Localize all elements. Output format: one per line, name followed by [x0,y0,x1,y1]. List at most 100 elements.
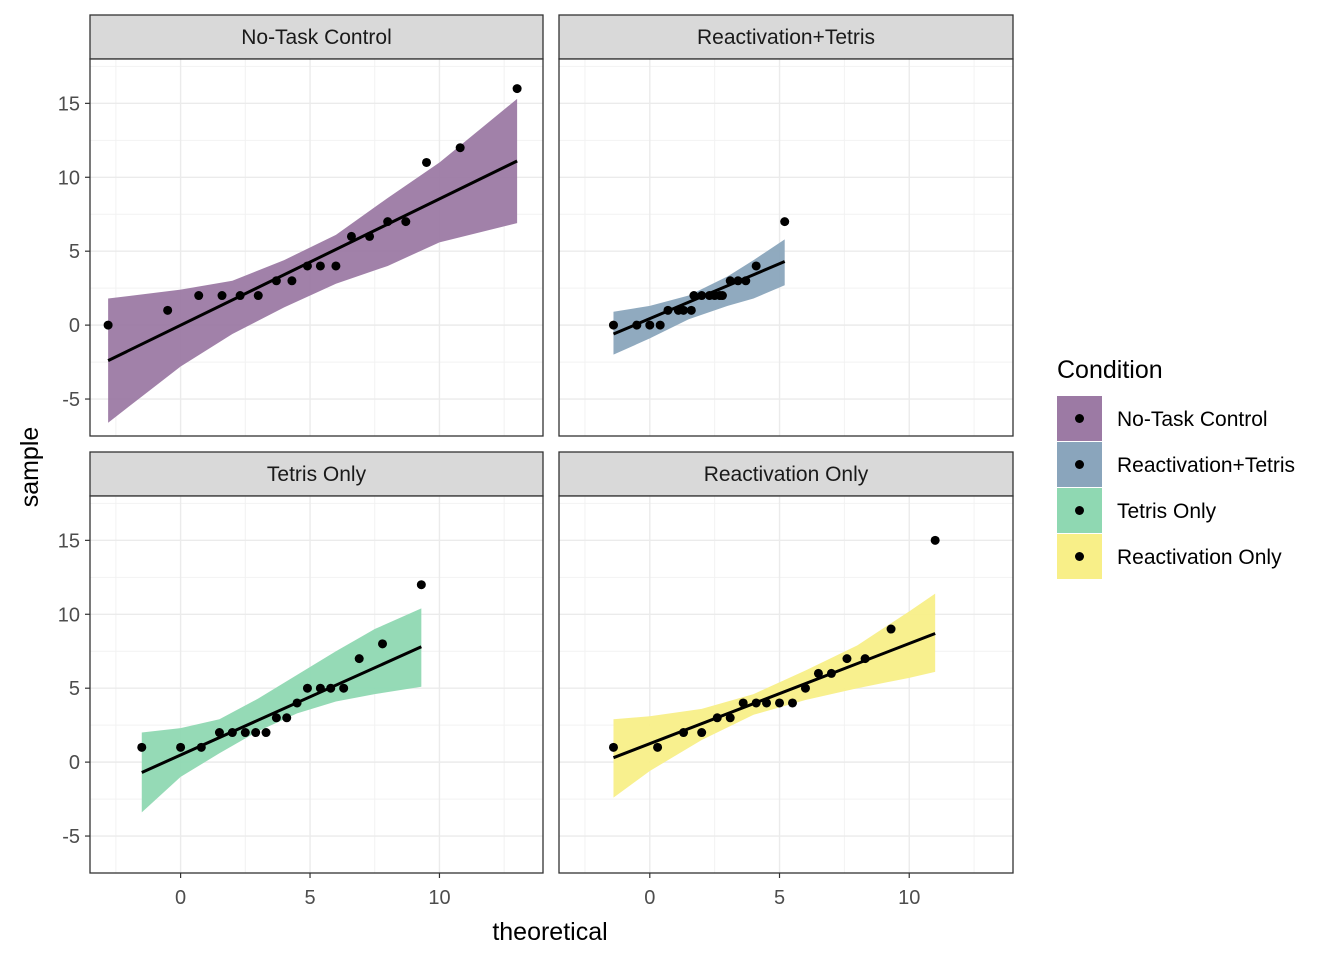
data-point [813,668,823,678]
data-point [103,320,113,330]
data-point [751,261,761,271]
data-point [251,728,261,738]
data-point [455,143,465,153]
data-point [287,276,297,286]
data-point [689,291,699,301]
data-point [365,231,375,241]
data-point [383,217,393,227]
fit-line-reactivation-only [612,632,936,760]
panel-reactivation-only: Reactivation Only [558,451,1014,874]
data-point [775,698,785,708]
facet-panels: No-Task Control Reactivation+Tetris Tetris… [89,14,1014,874]
legend-title: Condition [1057,356,1163,384]
data-point [137,742,147,752]
data-point [271,713,281,723]
data-point [725,276,735,286]
legend-key-point [1075,506,1084,515]
data-point [422,157,432,167]
data-point [315,261,325,271]
data-point [292,698,302,708]
data-point [253,291,263,301]
data-point [842,654,852,664]
data-point [686,305,696,315]
data-point [339,683,349,693]
legend-item-tetris-only: Tetris Only [1057,488,1217,533]
panel-border [558,495,1014,874]
data-point [632,320,642,330]
x-tick-label: 0 [644,887,655,909]
panel-border [89,58,544,437]
data-point [240,728,250,738]
data-point [401,217,411,227]
x-axis-title: theoretical [492,918,607,946]
data-point [886,624,896,634]
data-point [378,639,388,649]
panel-no-task-control: No-Task Control [89,14,544,437]
strip-no-task-control [89,14,544,60]
data-point [261,728,271,738]
data-point [712,713,722,723]
data-point [416,580,426,590]
strip-reactivation-tetris [558,14,1014,60]
data-point [697,291,707,301]
panel-tetris-only: Tetris Only [89,451,544,874]
fit-line-no-task-control [107,159,518,362]
y-tick-label: 15 [58,93,80,115]
legend-key-point [1075,552,1084,561]
fit-line-tetris-only [141,645,422,774]
data-point [194,291,204,301]
x-tick-label: 5 [774,887,785,909]
legend: Condition No-Task Control Reactivation+Tet… [1057,356,1295,579]
data-point [679,305,689,315]
y-tick-label: -5 [62,826,80,848]
data-point [176,742,186,752]
data-point [653,742,663,752]
data-point [227,728,237,738]
data-point [214,728,224,738]
data-point [930,535,940,545]
strip-label-tetris-only: Tetris Only [267,463,367,486]
legend-label: No-Task Control [1117,408,1268,431]
data-point [697,728,707,738]
y-tick-label: 15 [58,530,80,552]
legend-item-reactivation-only: Reactivation Only [1057,534,1282,579]
y-tick-label: 0 [69,315,80,337]
data-point [302,683,312,693]
data-point [738,698,748,708]
data-point [733,276,743,286]
y-tick-label: 10 [58,604,80,626]
legend-key-point [1075,460,1084,469]
panel-border [558,58,1014,437]
strip-tetris-only [89,451,544,497]
data-point [860,654,870,664]
y-tick-label: 10 [58,167,80,189]
strip-label-reactivation-tetris: Reactivation+Tetris [697,26,875,49]
data-point [354,654,364,664]
legend-key-point [1075,414,1084,423]
data-point [346,231,356,241]
x-tick-label: 0 [175,887,186,909]
y-axis-title: sample [16,427,44,508]
legend-label: Reactivation Only [1117,546,1282,569]
x-tick-label: 10 [898,887,920,909]
data-point [741,276,751,286]
data-point [235,291,245,301]
x-tick-label: 5 [304,887,315,909]
y-tick-label: 5 [69,241,80,263]
y-tick-label: 0 [69,752,80,774]
data-point [725,713,735,723]
panel-border [89,495,544,874]
data-point [787,698,797,708]
legend-item-reactivation-tetris: Reactivation+Tetris [1057,442,1295,487]
data-point [512,84,522,94]
data-point [826,668,836,678]
data-point [800,683,810,693]
data-point [282,713,292,723]
legend-label: Reactivation+Tetris [1117,454,1295,477]
x-tick-label: 10 [428,887,450,909]
data-point [655,320,665,330]
data-point [679,728,689,738]
data-point [326,683,336,693]
grid [90,496,543,873]
